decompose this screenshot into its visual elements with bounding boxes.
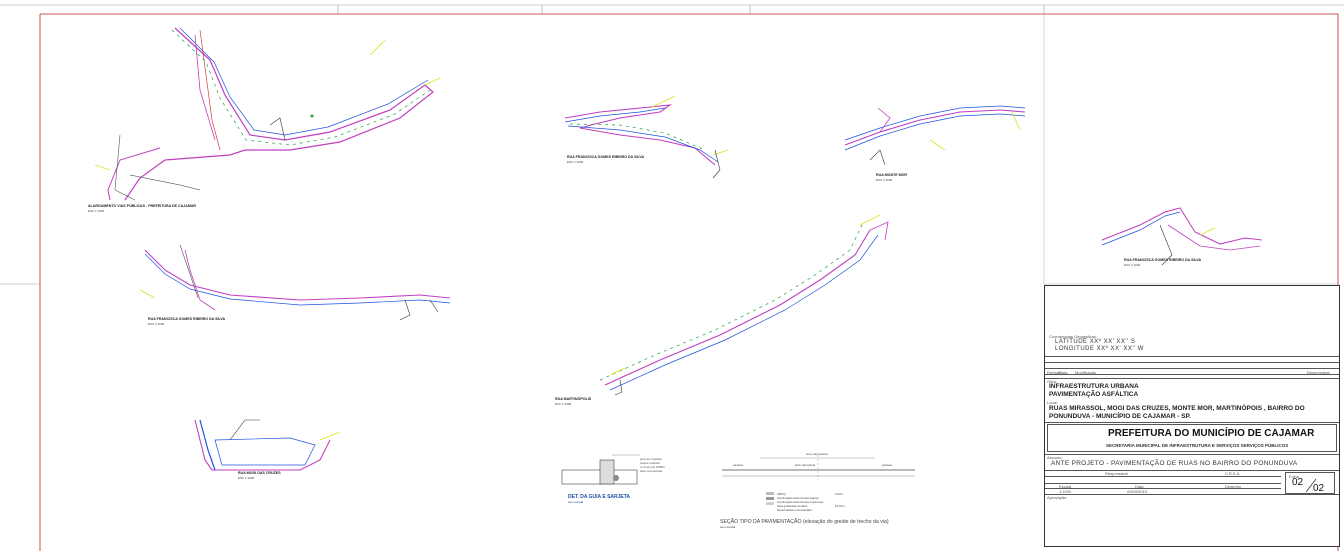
section-center: eixo carrossável: [806, 452, 828, 456]
title-block: Coordenadas Geográficas: LATITUDE XXº XX…: [1044, 285, 1340, 547]
legend-value-1: 3,0cm: [835, 492, 844, 496]
rev-col-data: Data: [1059, 370, 1068, 375]
plan3-label: RUA MONTE MOR: [876, 173, 907, 177]
detail-scale: sem escala: [568, 500, 584, 504]
folha-divider: [1305, 478, 1317, 493]
local-line-1: RUAS MIRASSOL, MOGI DAS CRUZES, MONTE MO…: [1049, 405, 1305, 412]
local-label: Local:: [1047, 400, 1058, 405]
secretaria-title: SECRETARIA MUNICIPAL DE INFRAESTRUTURA E…: [1106, 443, 1289, 448]
plan6-label: RUA MARTINÓPOLIS: [555, 396, 592, 401]
legend-value-4: 15,0cm: [835, 504, 845, 508]
prefeitura-title: PREFEITURA DO MUNICÍPIO DE CAJAMAR: [1108, 428, 1315, 439]
rev-col-responsavel: Responsável: [1307, 370, 1331, 375]
obra-line-1: INFRAESTRUTURA URBANA: [1049, 383, 1139, 390]
pavement-section: [722, 455, 915, 505]
plan4-scale: ESC 1:1000: [1124, 263, 1141, 267]
plan7-label: RUA MOGI DAS CRUZES: [238, 471, 281, 475]
escala-value: 1:1000: [1059, 489, 1072, 494]
detail-note-1: guia pré-moldada: [640, 457, 662, 461]
section-leito: leito carroçável: [795, 463, 816, 467]
road-plan-2: [564, 95, 729, 179]
legend-item-1: CBUQ: [777, 492, 786, 496]
road-plan-5: [139, 244, 451, 321]
detail-note-2: sarjeta moldada: [640, 461, 660, 465]
aprovacao-label: Aprovação:: [1047, 495, 1068, 500]
plan7-scale: ESC 1:1000: [238, 476, 255, 480]
plan6-scale: ESC 1:1000: [555, 402, 572, 406]
crea-label: C.R.E.A.: [1225, 471, 1241, 476]
obra-label: Obra:: [1047, 379, 1058, 384]
resp-label: Responsável: [1105, 471, 1129, 476]
section-title: SEÇÃO TIPO DA PAVIMENTAÇÃO (elevação do …: [720, 518, 889, 525]
plan2-label: RUA FRANCISCA GOMES RIBEIRO DA SILVA: [567, 155, 645, 159]
legend-item-2: imprimação betuminosa ligante: [777, 496, 819, 500]
rev-col-revisao: Revisão: [1047, 370, 1062, 375]
prefeitura-box: PREFEITURA DO MUNICÍPIO DE CAJAMAR SECRE…: [1047, 424, 1337, 452]
detail-note-3: concreto fck 20MPa: [640, 465, 665, 469]
plan5-scale: ESC 1:1000: [148, 322, 165, 326]
detail-title: DET. DA GUIA E SARJETA: [568, 494, 630, 500]
section-passeio-right: passeio: [882, 463, 893, 467]
plan1-scale: ESC 1:1000: [88, 209, 105, 213]
section-scale: sem escala: [720, 525, 736, 529]
desenho-label: Desenho: [1225, 484, 1242, 489]
folha-total: 02: [1313, 483, 1325, 494]
road-plan-6: [599, 214, 889, 396]
coord-label: Coordenadas Geográficas:: [1049, 334, 1097, 339]
road-plan-7: [194, 419, 341, 471]
assunto-label: Assunto:: [1047, 455, 1063, 460]
legend-item-3: imprimação betuminosa impermea.: [777, 500, 824, 504]
plan2-scale: ESC 1:1000: [567, 160, 584, 164]
road-plan-3: [844, 105, 1026, 166]
data-value: 03/09/2019: [1127, 489, 1148, 494]
folha-box: Folha 02 02: [1285, 472, 1335, 494]
obra-line-2: PAVIMENTAÇÃO ASFÁLTICA: [1049, 391, 1139, 398]
road-plan-1: [94, 27, 441, 201]
section-passeio-left: passeio: [733, 463, 744, 467]
escala-label: Escala: [1059, 484, 1072, 489]
latitude: LATITUDE XXº XX' XX'' S: [1055, 339, 1136, 345]
rev-col-modificacao: Modificação: [1075, 370, 1097, 375]
folha-number: 02: [1292, 477, 1304, 488]
legend-item-4: brita graduada simples: [777, 504, 808, 508]
plan5-label: RUA FRANCISCA GOMES RIBEIRO DA SILVA: [148, 317, 226, 321]
longitude: LONGITUDE XXº XX' XX'' W: [1055, 346, 1144, 352]
curb-detail: [561, 454, 640, 485]
plan4-label: RUA FRANCISCA GOMES RIBEIRO DA SILVA: [1124, 258, 1202, 262]
plan1-label: ALARGAMENTO VIAS PÚBLICAS - PREFEITURA D…: [88, 203, 196, 208]
legend-item-5: base/subleito compactado: [777, 508, 812, 512]
road-plan-4: [1101, 207, 1263, 266]
detail-note-4: base compactada: [640, 469, 663, 473]
local-line-2: PONUNDUVA - MUNICÍPIO DE CAJAMAR - SP.: [1049, 413, 1191, 420]
folha-label: Folha: [1289, 474, 1300, 479]
plan3-scale: ESC 1:1000: [876, 178, 893, 182]
assunto-text: ANTE PROJETO - PAVIMENTAÇÃO DE RUAS NO B…: [1051, 460, 1298, 467]
data-label: Data: [1135, 484, 1144, 489]
